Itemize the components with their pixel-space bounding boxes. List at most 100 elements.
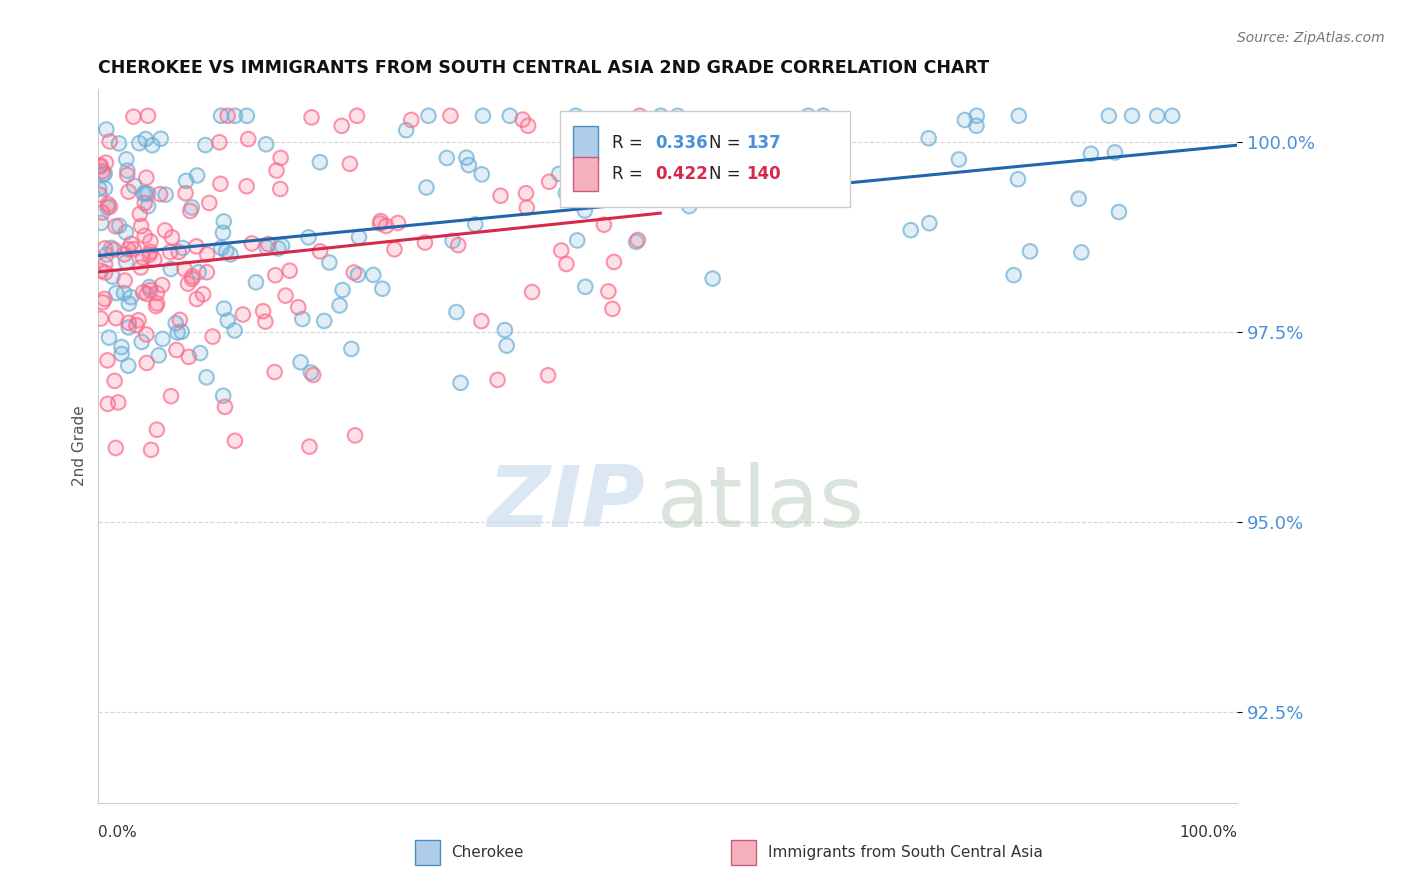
Point <box>371 282 394 296</box>
Point <box>512 112 534 127</box>
Point <box>159 262 181 277</box>
Point <box>107 395 129 409</box>
Point <box>128 207 150 221</box>
Point <box>117 316 139 330</box>
Point <box>177 277 200 291</box>
Point <box>165 316 187 330</box>
Point <box>118 296 141 310</box>
Point <box>811 109 834 123</box>
Point <box>167 244 190 259</box>
Point <box>263 365 285 379</box>
Point <box>114 274 136 288</box>
Point <box>212 301 235 316</box>
Point <box>361 268 384 282</box>
Point <box>558 141 581 155</box>
Point <box>495 338 517 352</box>
Point <box>146 423 169 437</box>
Point <box>439 109 461 123</box>
Point <box>314 314 336 328</box>
Point <box>115 225 138 239</box>
Point <box>297 230 319 244</box>
Point <box>97 397 120 411</box>
Point <box>177 350 200 364</box>
Point <box>101 269 124 284</box>
Point <box>567 234 589 248</box>
Point <box>159 245 181 260</box>
Point <box>139 283 162 297</box>
Point <box>486 373 509 387</box>
Point <box>257 237 280 252</box>
Point <box>598 285 620 299</box>
Point <box>186 169 208 183</box>
Point <box>97 397 120 411</box>
Point <box>166 326 188 340</box>
Point <box>98 135 121 149</box>
Point <box>212 301 235 316</box>
Point <box>471 109 494 123</box>
Point <box>554 186 576 201</box>
Point <box>146 423 169 437</box>
Point <box>678 199 700 213</box>
Point <box>538 175 561 189</box>
Point <box>797 109 820 123</box>
Point <box>128 207 150 221</box>
Point <box>194 138 217 153</box>
Point <box>186 292 208 306</box>
Point <box>562 164 585 178</box>
Point <box>94 241 117 255</box>
Point <box>132 186 155 201</box>
Point <box>90 264 112 278</box>
Point <box>201 329 224 343</box>
Point <box>97 201 120 215</box>
Point <box>91 164 114 178</box>
Point <box>650 146 672 161</box>
Point <box>1019 244 1042 259</box>
FancyBboxPatch shape <box>574 157 599 191</box>
Point <box>101 269 124 284</box>
Point <box>813 120 835 135</box>
Point <box>344 428 367 442</box>
Point <box>368 216 391 230</box>
Point <box>208 135 231 149</box>
Point <box>191 287 214 301</box>
Point <box>94 155 117 169</box>
Point <box>122 242 145 256</box>
Point <box>115 225 138 239</box>
Point <box>195 370 218 384</box>
Point <box>96 353 118 368</box>
Point <box>186 169 208 183</box>
Point <box>413 235 436 250</box>
Point <box>291 312 314 326</box>
Point <box>166 343 188 357</box>
Point <box>494 323 516 337</box>
Point <box>135 132 157 146</box>
Point <box>309 155 332 169</box>
Point <box>107 395 129 409</box>
Point <box>240 236 263 251</box>
Point <box>1080 146 1102 161</box>
Point <box>98 200 121 214</box>
Point <box>1108 205 1130 219</box>
Point <box>132 251 155 265</box>
Point <box>238 132 260 146</box>
Text: N =: N = <box>709 165 745 183</box>
Point <box>103 243 125 257</box>
Point <box>94 266 117 280</box>
Point <box>682 180 704 194</box>
Point <box>648 169 671 183</box>
Point <box>148 348 170 362</box>
Point <box>179 203 201 218</box>
Point <box>134 186 156 201</box>
Point <box>187 265 209 279</box>
Point <box>287 300 309 314</box>
Point <box>464 218 486 232</box>
Point <box>368 216 391 230</box>
Point <box>450 376 472 390</box>
Point <box>343 265 366 279</box>
Point <box>134 196 156 211</box>
Text: N =: N = <box>709 135 745 153</box>
Point <box>195 370 218 384</box>
Point <box>138 247 160 261</box>
Point <box>340 342 363 356</box>
Point <box>104 374 127 388</box>
